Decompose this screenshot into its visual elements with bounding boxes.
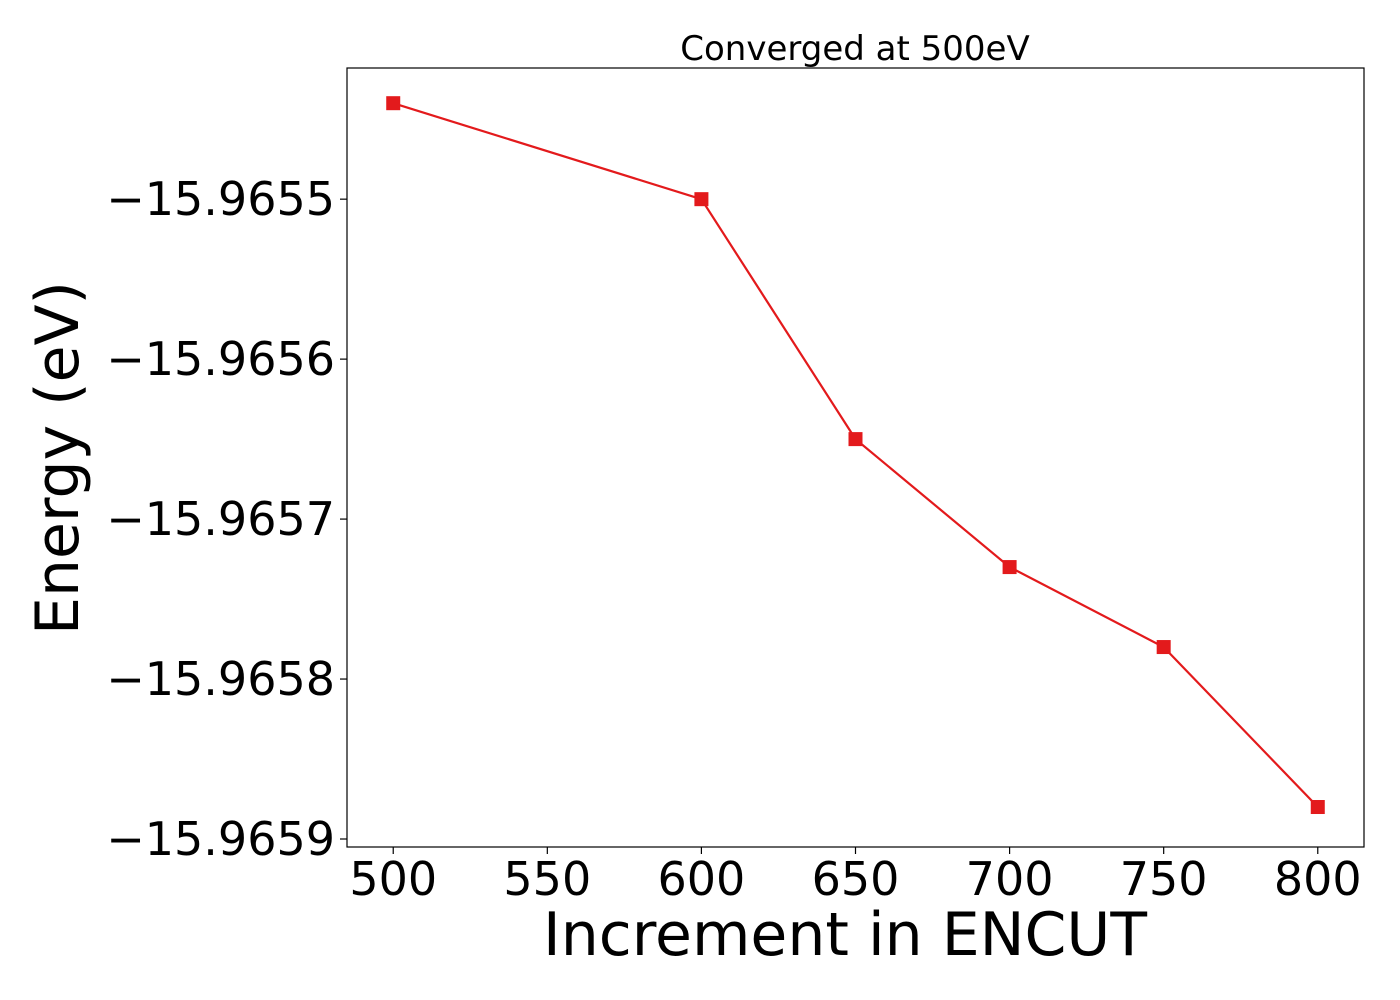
x-axis: 500 550 600 650 700 750 800 <box>349 847 1362 906</box>
x-tick-label: 750 <box>1120 852 1208 906</box>
y-tick-label: −15.9658 <box>106 652 335 706</box>
series-line <box>392 102 1319 808</box>
y-tick-label: −15.9657 <box>106 492 335 546</box>
x-axis-label: Increment in ENCUT <box>543 900 1147 970</box>
y-axis: −15.9655 −15.9656 −15.9657 −15.9658 −15.9659 <box>106 172 347 866</box>
x-tick-label: 700 <box>966 852 1054 906</box>
data-point-marker <box>694 192 709 207</box>
data-point-marker <box>1156 640 1171 655</box>
data-point-marker <box>848 432 863 447</box>
x-tick-label: 550 <box>503 852 591 906</box>
x-tick-label: 500 <box>349 852 437 906</box>
plot-area <box>346 67 1365 848</box>
x-tick-label: 800 <box>1274 852 1362 906</box>
data-point-marker <box>386 96 401 111</box>
y-tick-label: −15.9659 <box>106 812 335 866</box>
y-axis-label: Energy (eV) <box>23 281 93 635</box>
y-tick-label: −15.9656 <box>106 332 335 386</box>
series-group <box>386 96 1325 815</box>
x-tick-label: 650 <box>812 852 900 906</box>
x-tick-label: 600 <box>658 852 746 906</box>
chart-title: Converged at 500eV <box>680 29 1029 69</box>
y-tick-label: −15.9655 <box>106 172 335 226</box>
data-point-marker <box>1002 560 1017 575</box>
data-point-marker <box>1310 800 1325 815</box>
